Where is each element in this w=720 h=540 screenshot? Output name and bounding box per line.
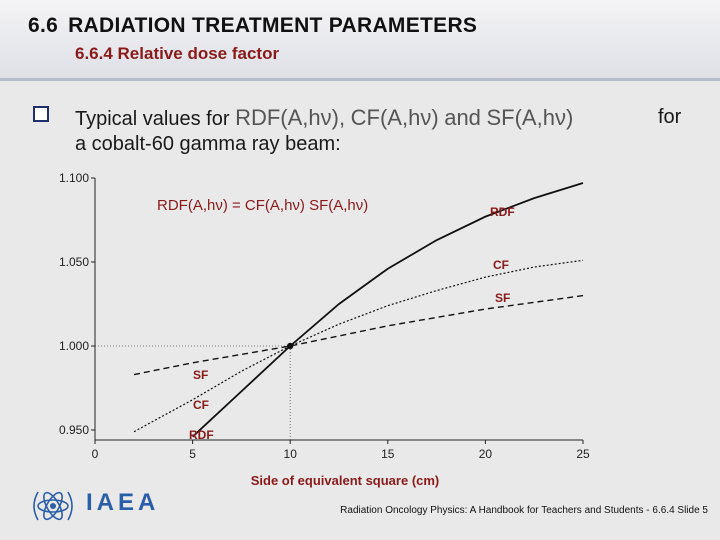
y-tick-label: 1.100 xyxy=(59,171,89,185)
checkbox-bullet-icon xyxy=(33,106,49,122)
y-tick-label: 1.050 xyxy=(59,255,89,269)
series-label-left: SF xyxy=(193,368,208,382)
header-divider xyxy=(0,78,720,81)
series-line-cf xyxy=(133,259,584,433)
line1-prefix: Typical values for xyxy=(75,108,230,130)
y-tick-label: 1.000 xyxy=(59,339,89,353)
x-tick-label: 0 xyxy=(92,447,99,461)
series-label-right: CF xyxy=(493,258,509,272)
x-tick-label: 25 xyxy=(576,447,590,461)
section-number: 6.6 xyxy=(28,14,59,37)
slide-title: 6.6 RADIATION TREATMENT PARAMETERS xyxy=(28,14,477,38)
series-label-right: RDF xyxy=(490,205,515,219)
formula-rdf: RDF(A,hν), xyxy=(235,105,346,130)
bullet-text: Typical values for RDF(A,hν), CF(A,hν) a… xyxy=(75,104,695,155)
slide-subtitle: 6.6.4 Relative dose factor xyxy=(75,44,280,63)
series-label-left: CF xyxy=(193,398,209,412)
iaea-logo-icon xyxy=(33,491,73,521)
line2-text: a cobalt-60 gamma ray beam: xyxy=(75,133,341,155)
footer-caption: Radiation Oncology Physics: A Handbook f… xyxy=(340,505,708,516)
series-line-sf xyxy=(133,294,584,376)
logo-text: IAEA xyxy=(86,489,160,516)
x-tick-label: 5 xyxy=(189,447,196,461)
series-line-rdf xyxy=(191,182,584,438)
formula-cf: CF(A,hν) xyxy=(350,105,439,130)
section-title: RADIATION TREATMENT PARAMETERS xyxy=(68,14,478,37)
formula-sf: SF(A,hν) xyxy=(486,105,574,130)
x-tick-label: 20 xyxy=(479,447,493,461)
series-label-left: RDF xyxy=(189,428,214,442)
slide-header xyxy=(0,0,720,78)
x-tick-label: 10 xyxy=(284,447,298,461)
y-tick-label: 0.950 xyxy=(59,423,89,437)
and-word: and xyxy=(444,105,481,130)
for-word: for xyxy=(658,106,682,128)
chart-equation: RDF(A,hν) = CF(A,hν) SF(A,hν) xyxy=(157,197,368,214)
series-label-right: SF xyxy=(495,291,510,305)
x-tick-label: 15 xyxy=(381,447,395,461)
intersection-point xyxy=(287,342,294,350)
x-axis-label: Side of equivalent square (cm) xyxy=(251,473,440,488)
